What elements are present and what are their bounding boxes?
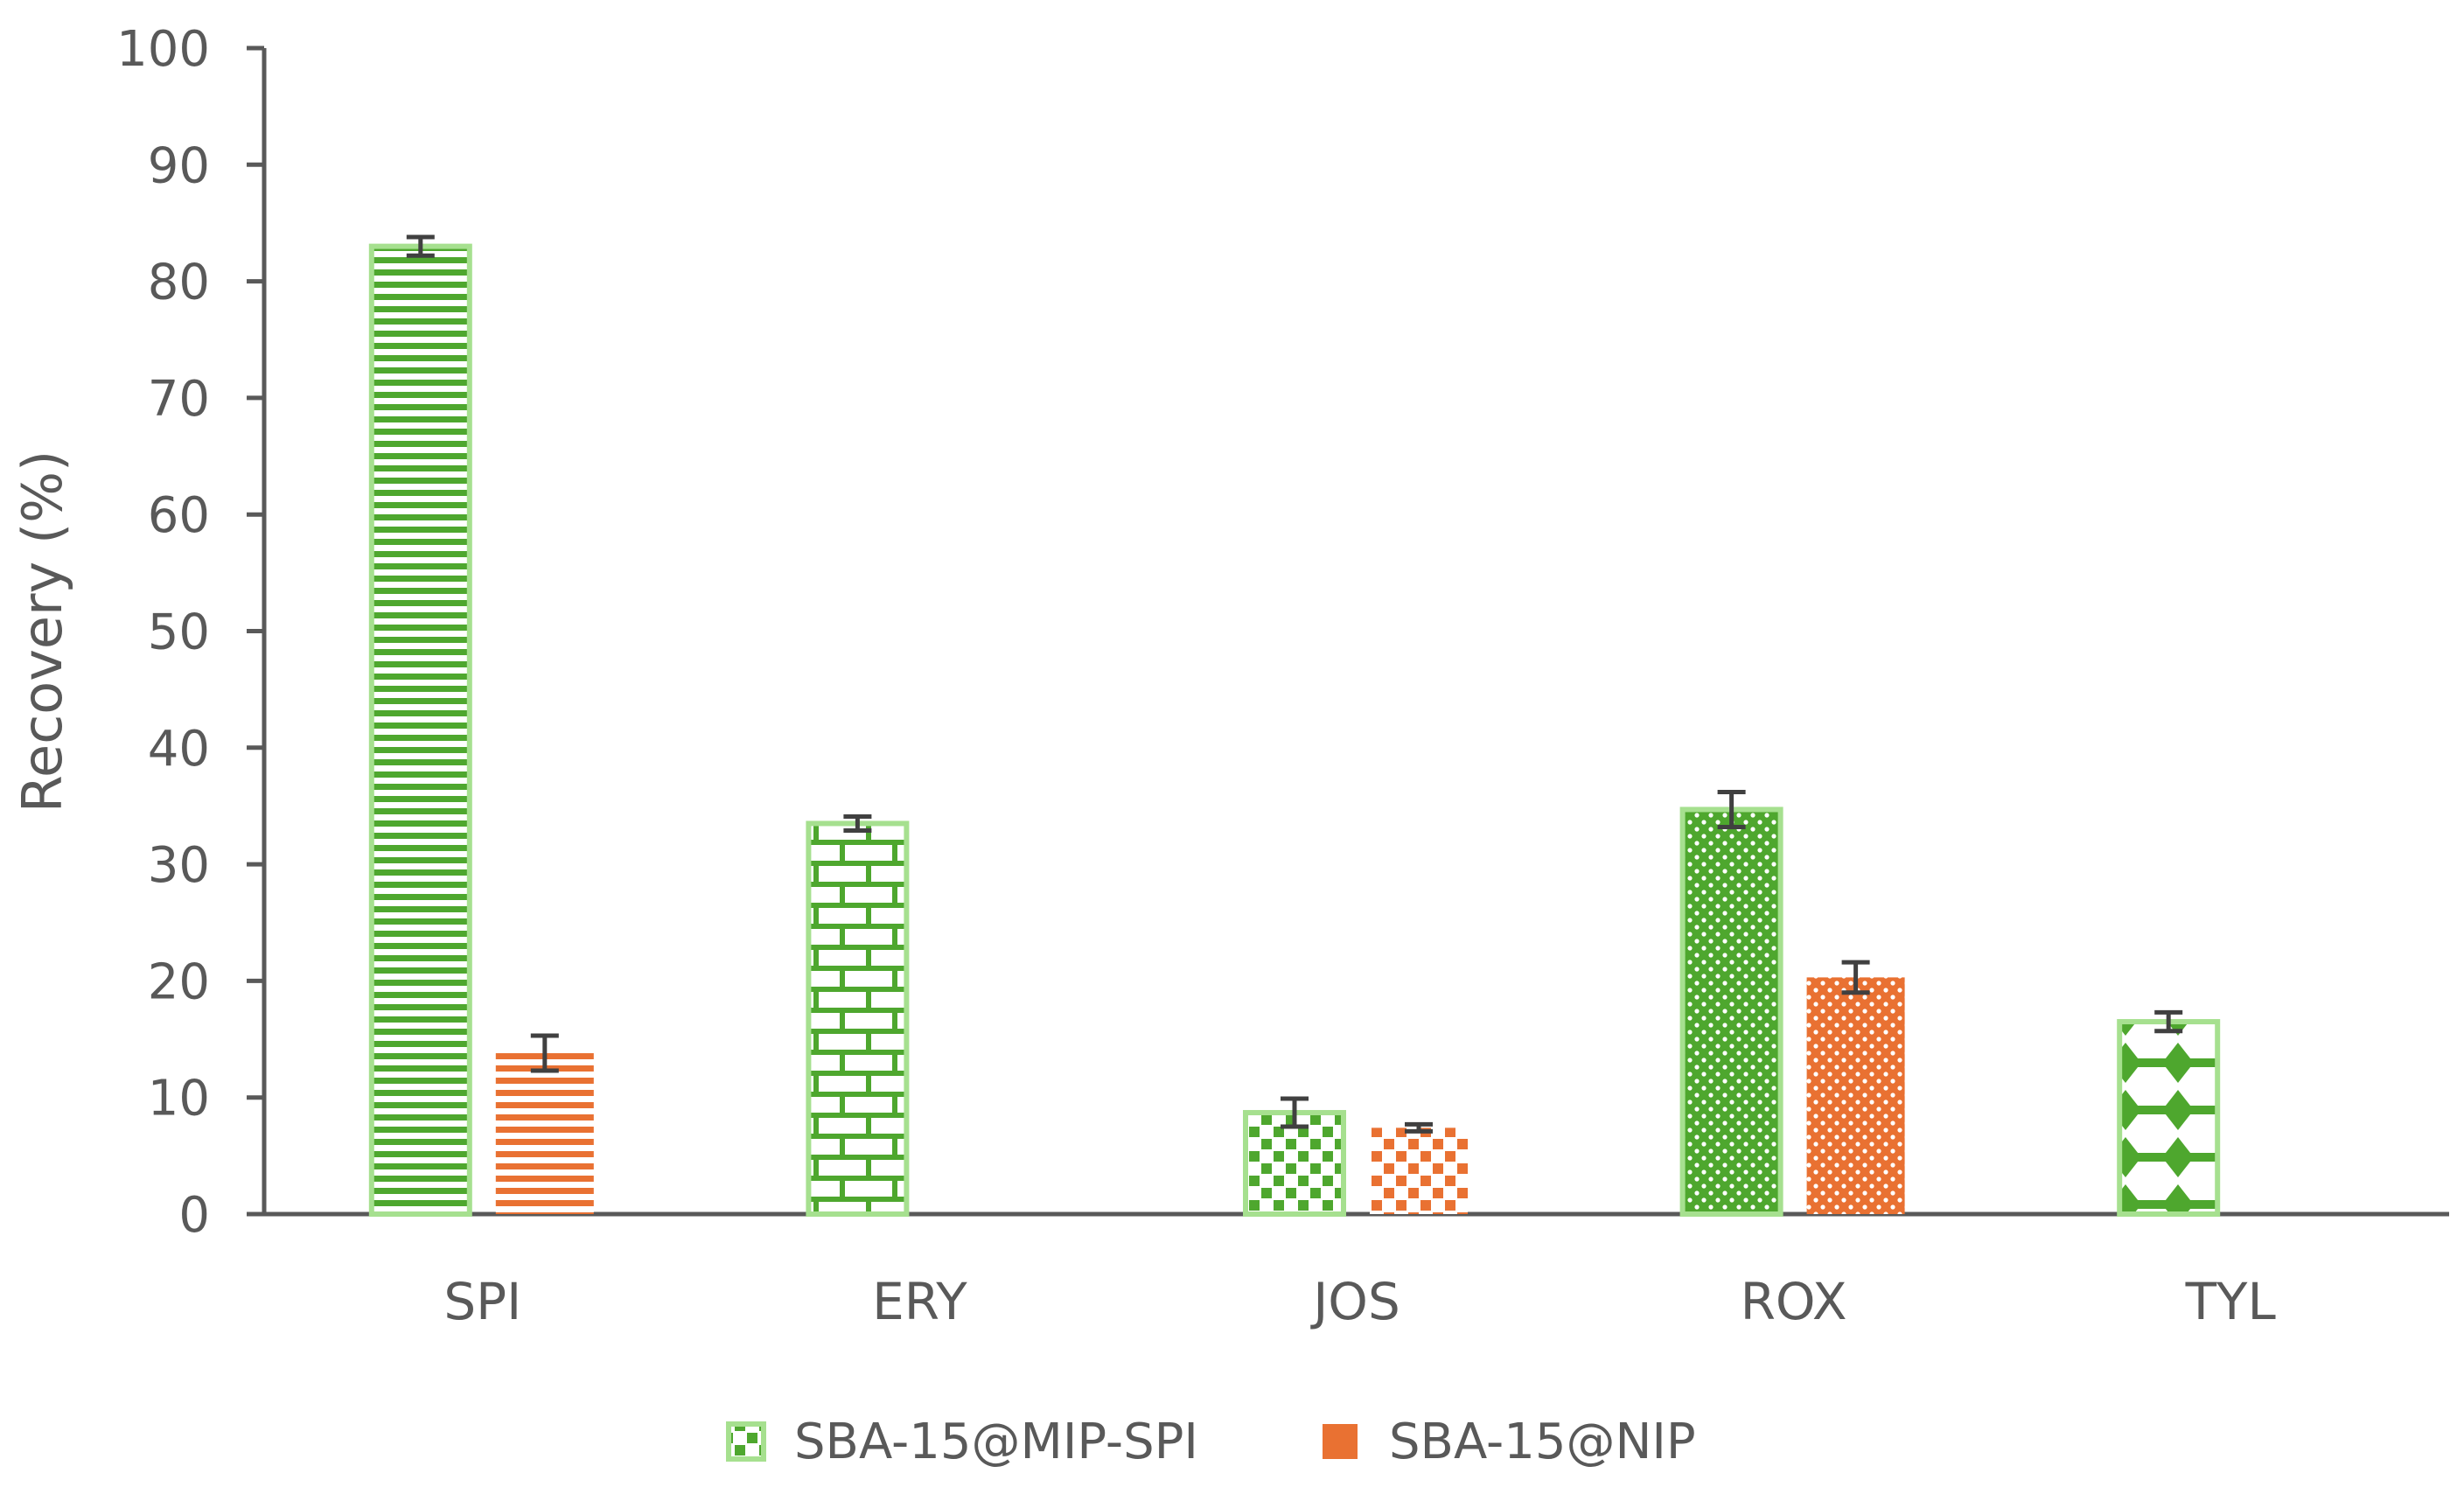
error-bar-mip-rox xyxy=(1717,789,1746,829)
legend-item-mip: SBA-15@MIP-SPI xyxy=(726,1414,1198,1470)
y-tick-label-2: 20 xyxy=(148,953,210,1010)
error-bar-mip-jos xyxy=(1281,1096,1309,1129)
legend-item-nip: SBA-15@NIP xyxy=(1323,1414,1696,1470)
y-tick-label-3: 30 xyxy=(148,837,210,894)
error-bar-mip-spi xyxy=(406,234,435,258)
error-bar-nip-spi xyxy=(530,1033,559,1073)
x-tick-label-jos: JOS xyxy=(1310,1272,1400,1331)
error-bar-mip-ery xyxy=(843,813,872,833)
bar-nip-spi xyxy=(495,1053,594,1214)
bar-mip-spi xyxy=(368,243,472,1217)
bar-nip-rox xyxy=(1806,977,1905,1214)
y-tick-label-10: 100 xyxy=(116,21,210,78)
y-tick-label-4: 40 xyxy=(148,721,210,778)
y-tick-label-8: 80 xyxy=(148,255,210,311)
legend-label-mip: SBA-15@MIP-SPI xyxy=(794,1414,1198,1470)
error-bar-nip-jos xyxy=(1405,1121,1433,1134)
x-tick-label-ery: ERY xyxy=(872,1272,967,1331)
error-bar-mip-tyl xyxy=(2154,1009,2183,1034)
x-tick-label-rox: ROX xyxy=(1741,1272,1847,1331)
x-tick-label-tyl: TYL xyxy=(2185,1272,2276,1331)
x-tick-label-spi: SPI xyxy=(443,1272,521,1331)
y-tick-label-6: 60 xyxy=(148,487,210,544)
error-bar-nip-rox xyxy=(1841,960,1870,995)
y-axis-ticks: 0 10 20 30 40 50 60 70 80 90 100 xyxy=(116,21,264,1244)
x-axis-categories: SPI ERY JOS ROX TYL xyxy=(443,1272,2275,1331)
bar-mip-tyl xyxy=(2117,1019,2221,1218)
y-tick-label-0: 0 xyxy=(178,1187,210,1244)
y-axis-title: Recovery (%) xyxy=(10,450,74,813)
y-tick-label-1: 10 xyxy=(148,1071,210,1127)
y-tick-label-5: 50 xyxy=(148,604,210,661)
y-tick-label-7: 70 xyxy=(148,371,210,428)
legend-swatch-nip xyxy=(1323,1424,1358,1459)
bars xyxy=(368,234,2221,1218)
bar-nip-jos xyxy=(1370,1127,1468,1214)
bar-mip-rox xyxy=(1679,806,1783,1217)
legend-label-nip: SBA-15@NIP xyxy=(1389,1414,1696,1470)
y-tick-label-9: 90 xyxy=(148,137,210,194)
legend: SBA-15@MIP-SPI SBA-15@NIP xyxy=(726,1414,1696,1470)
bar-mip-jos xyxy=(1243,1110,1346,1218)
bar-mip-ery xyxy=(806,820,910,1217)
legend-swatch-mip xyxy=(726,1421,766,1462)
